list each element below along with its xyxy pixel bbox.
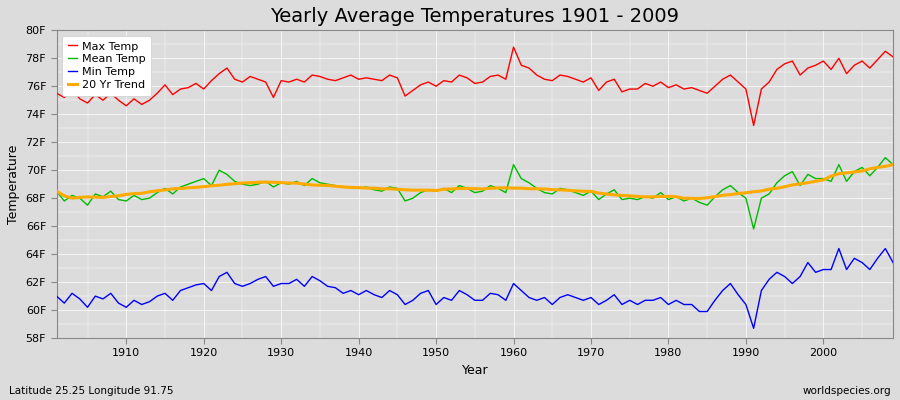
20 Yr Trend bbox=[51, 189, 62, 194]
Min Temp bbox=[500, 298, 511, 303]
Max Temp bbox=[284, 80, 294, 84]
Max Temp bbox=[500, 77, 511, 82]
Mean Temp bbox=[601, 192, 612, 196]
Min Temp bbox=[330, 285, 341, 290]
Min Temp bbox=[51, 294, 62, 298]
20 Yr Trend bbox=[284, 181, 294, 186]
Max Temp bbox=[51, 91, 62, 96]
Mean Temp bbox=[284, 182, 294, 186]
20 Yr Trend bbox=[694, 196, 705, 201]
Min Temp bbox=[113, 301, 124, 306]
Title: Yearly Average Temperatures 1901 - 2009: Yearly Average Temperatures 1901 - 2009 bbox=[270, 7, 680, 26]
Max Temp bbox=[508, 45, 519, 50]
Line: Min Temp: Min Temp bbox=[57, 248, 893, 328]
Min Temp bbox=[508, 281, 519, 286]
Line: 20 Yr Trend: 20 Yr Trend bbox=[57, 164, 893, 198]
Mean Temp bbox=[500, 190, 511, 195]
Y-axis label: Temperature: Temperature bbox=[7, 144, 20, 224]
Line: Mean Temp: Mean Temp bbox=[57, 158, 893, 229]
Mean Temp bbox=[887, 162, 898, 167]
Mean Temp bbox=[51, 189, 62, 194]
Min Temp bbox=[601, 298, 612, 303]
Mean Temp bbox=[113, 197, 124, 202]
Legend: Max Temp, Mean Temp, Min Temp, 20 Yr Trend: Max Temp, Mean Temp, Min Temp, 20 Yr Tre… bbox=[62, 36, 151, 96]
Text: worldspecies.org: worldspecies.org bbox=[803, 386, 891, 396]
Min Temp bbox=[833, 246, 844, 251]
20 Yr Trend bbox=[500, 186, 511, 190]
Max Temp bbox=[516, 63, 526, 68]
Min Temp bbox=[748, 326, 759, 331]
Mean Temp bbox=[508, 162, 519, 167]
20 Yr Trend bbox=[330, 184, 341, 189]
Line: Max Temp: Max Temp bbox=[57, 47, 893, 126]
Text: Latitude 25.25 Longitude 91.75: Latitude 25.25 Longitude 91.75 bbox=[9, 386, 174, 396]
Min Temp bbox=[887, 260, 898, 265]
20 Yr Trend bbox=[508, 186, 519, 190]
X-axis label: Year: Year bbox=[462, 364, 488, 377]
Max Temp bbox=[887, 54, 898, 59]
20 Yr Trend bbox=[601, 192, 612, 196]
Min Temp bbox=[284, 281, 294, 286]
Mean Temp bbox=[748, 226, 759, 231]
20 Yr Trend bbox=[113, 193, 124, 198]
Mean Temp bbox=[330, 183, 341, 188]
Max Temp bbox=[748, 123, 759, 128]
20 Yr Trend bbox=[887, 162, 898, 167]
Max Temp bbox=[330, 78, 341, 83]
Max Temp bbox=[608, 77, 619, 82]
Max Temp bbox=[113, 98, 124, 103]
Mean Temp bbox=[880, 155, 891, 160]
